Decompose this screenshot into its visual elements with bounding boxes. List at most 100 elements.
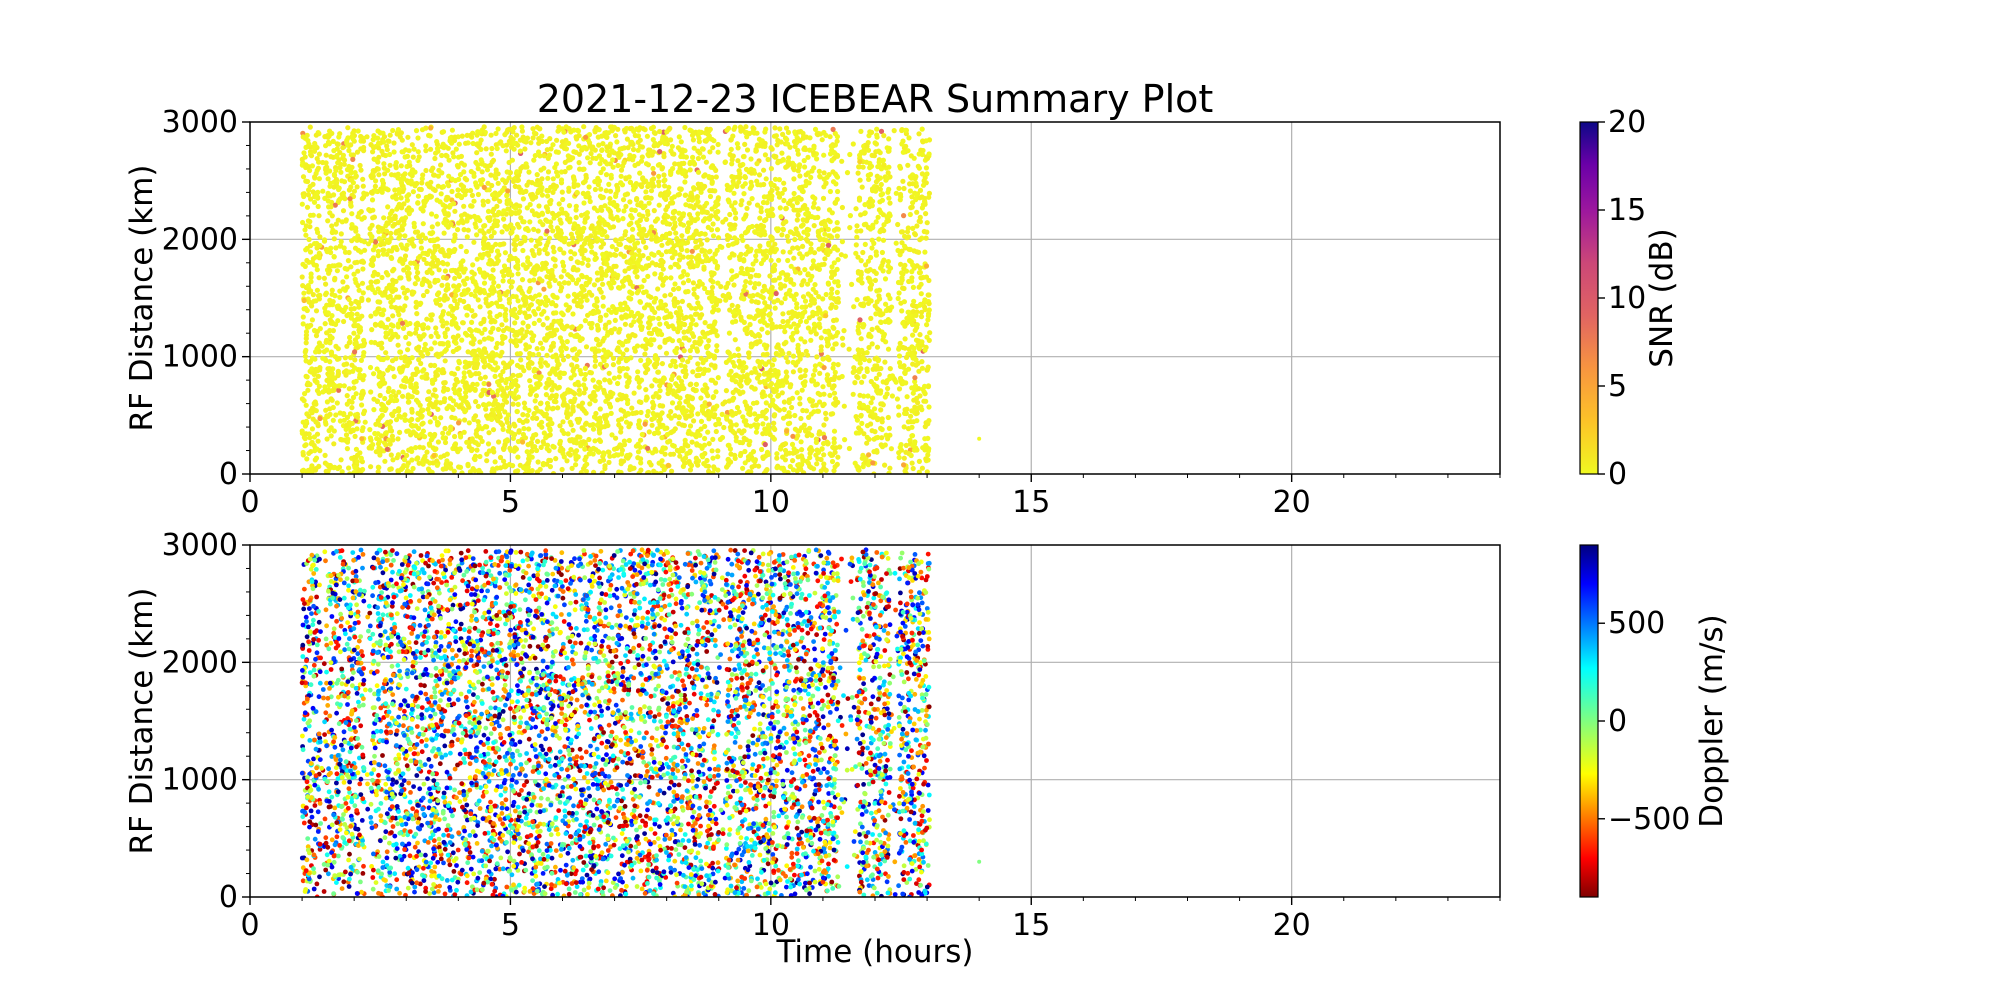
- snr-point: [707, 149, 713, 155]
- snr-point: [827, 134, 833, 140]
- snr-point: [727, 255, 733, 261]
- snr-point: [526, 169, 532, 175]
- snr-point: [403, 295, 409, 301]
- snr-point: [373, 421, 379, 427]
- snr-point: [302, 436, 308, 442]
- snr-point: [534, 469, 540, 474]
- snr-point: [746, 200, 752, 206]
- snr-point: [528, 237, 534, 243]
- snr-point: [864, 440, 870, 446]
- snr-point: [637, 253, 643, 259]
- snr-point: [588, 370, 595, 376]
- snr-point: [573, 207, 579, 213]
- snr-point: [604, 148, 611, 154]
- snr-point: [737, 162, 743, 168]
- snr-point: [592, 179, 598, 185]
- snr-point: [695, 155, 702, 162]
- snr-point: [729, 203, 735, 209]
- snr-point: [472, 293, 478, 299]
- snr-point: [380, 183, 386, 189]
- snr-point: [586, 451, 592, 457]
- snr-point: [553, 456, 559, 462]
- snr-point: [621, 159, 627, 165]
- snr-point: [503, 148, 509, 154]
- snr-point: [668, 275, 674, 281]
- snr-point: [581, 200, 587, 206]
- snr-point: [491, 206, 497, 212]
- snr-point: [668, 409, 674, 415]
- snr-point: [557, 374, 563, 381]
- snr-point: [862, 202, 868, 208]
- snr-point: [709, 448, 715, 454]
- snr-point: [346, 147, 352, 154]
- snr-point: [343, 432, 350, 438]
- snr-point: [924, 220, 930, 226]
- snr-point: [405, 134, 411, 140]
- snr-point: [571, 127, 577, 133]
- snr-point: [562, 391, 568, 397]
- snr-point: [765, 156, 771, 163]
- snr-point: [419, 374, 425, 380]
- snr-point: [571, 183, 577, 190]
- snr-point: [564, 403, 570, 409]
- snr-point: [888, 446, 895, 452]
- snr-point: [868, 333, 874, 340]
- snr-point: [787, 463, 793, 470]
- snr-point: [885, 263, 891, 269]
- snr-point: [607, 453, 613, 459]
- snr-point: [478, 137, 484, 143]
- snr-point: [909, 460, 915, 466]
- snr-point: [391, 374, 397, 380]
- snr-point: [914, 223, 920, 229]
- snr-point: [407, 163, 413, 169]
- snr-point: [901, 185, 907, 192]
- snr-point: [696, 139, 703, 145]
- snr-point: [477, 435, 483, 441]
- snr-point: [428, 312, 434, 318]
- snr-point: [334, 268, 340, 274]
- snr-point: [752, 281, 758, 287]
- snr-point: [580, 180, 587, 186]
- snr-point: [916, 284, 922, 290]
- snr-point: [515, 173, 521, 179]
- snr-point: [638, 456, 644, 462]
- snr-point: [669, 248, 675, 254]
- snr-point: [852, 380, 858, 386]
- snr-point: [680, 254, 686, 260]
- snr-point: [316, 383, 322, 389]
- snr-point: [917, 237, 923, 243]
- snr-point: [590, 377, 596, 383]
- snr-point: [866, 358, 872, 364]
- snr-point: [688, 321, 694, 327]
- snr-point: [529, 248, 535, 254]
- snr-point: [797, 270, 803, 276]
- snr-point: [769, 146, 775, 152]
- snr-point: [481, 241, 487, 248]
- snr-point: [560, 357, 567, 363]
- snr-point: [784, 136, 790, 143]
- snr-point: [823, 416, 829, 422]
- snr-point: [375, 469, 381, 474]
- snr-point: [825, 242, 832, 248]
- snr-point: [782, 295, 788, 302]
- snr-point: [334, 400, 340, 406]
- snr-point: [549, 343, 555, 350]
- snr-point: [302, 391, 308, 397]
- snr-point: [434, 145, 441, 152]
- snr-point: [677, 186, 683, 192]
- snr-point: [300, 321, 306, 327]
- snr-point: [536, 140, 542, 146]
- snr-point: [885, 189, 891, 195]
- snr-point: [515, 271, 521, 277]
- snr-point: [406, 148, 412, 154]
- snr-point: [333, 412, 339, 418]
- snr-point: [566, 188, 572, 194]
- snr-point: [328, 349, 335, 355]
- snr-point: [595, 277, 601, 283]
- snr-point: [656, 179, 662, 185]
- snr-point: [597, 361, 604, 367]
- snr-point: [449, 188, 455, 195]
- snr-point: [400, 188, 406, 194]
- snr-point: [369, 327, 375, 333]
- snr-point: [464, 312, 470, 318]
